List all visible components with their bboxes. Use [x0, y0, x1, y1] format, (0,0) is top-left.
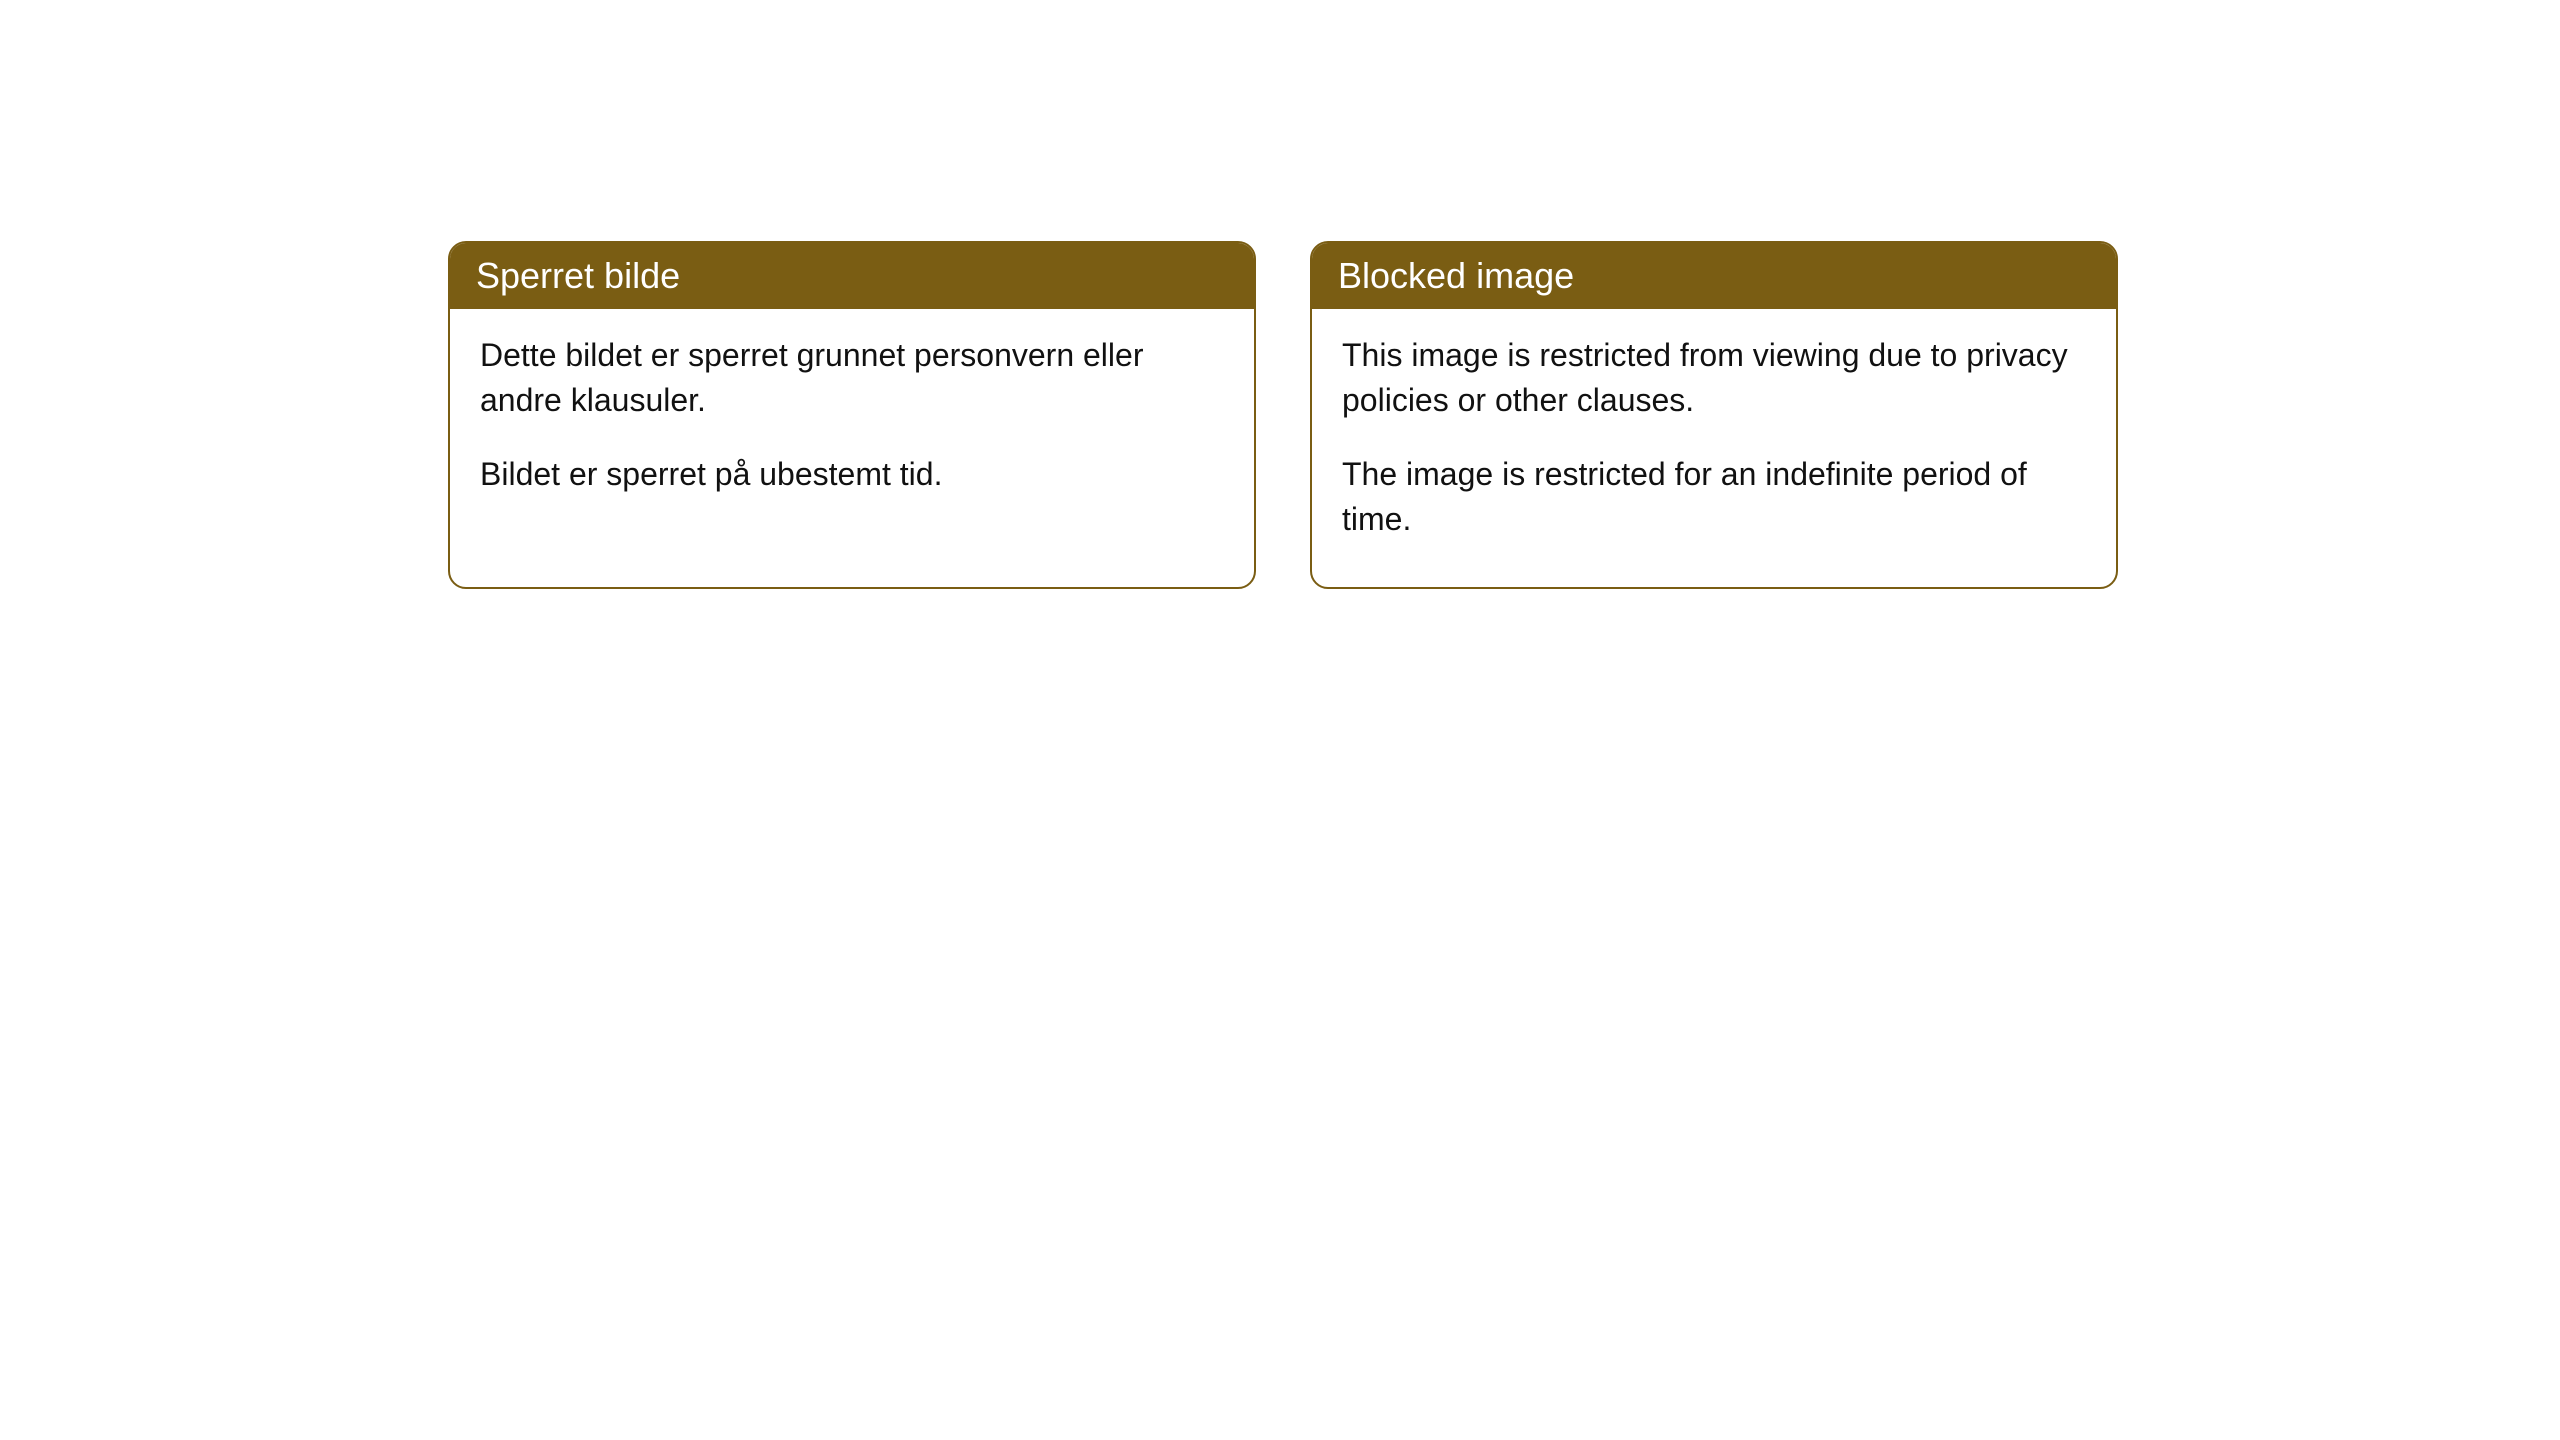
notice-cards-container: Sperret bilde Dette bildet er sperret gr…: [448, 241, 2118, 589]
blocked-image-card-english: Blocked image This image is restricted f…: [1310, 241, 2118, 589]
notice-text-english-2: The image is restricted for an indefinit…: [1342, 452, 2086, 543]
card-header-english: Blocked image: [1312, 243, 2116, 309]
card-body-english: This image is restricted from viewing du…: [1312, 309, 2116, 587]
blocked-image-card-norwegian: Sperret bilde Dette bildet er sperret gr…: [448, 241, 1256, 589]
notice-text-english-1: This image is restricted from viewing du…: [1342, 333, 2086, 424]
card-header-norwegian: Sperret bilde: [450, 243, 1254, 309]
notice-text-norwegian-1: Dette bildet er sperret grunnet personve…: [480, 333, 1224, 424]
notice-text-norwegian-2: Bildet er sperret på ubestemt tid.: [480, 452, 1224, 497]
card-body-norwegian: Dette bildet er sperret grunnet personve…: [450, 309, 1254, 541]
